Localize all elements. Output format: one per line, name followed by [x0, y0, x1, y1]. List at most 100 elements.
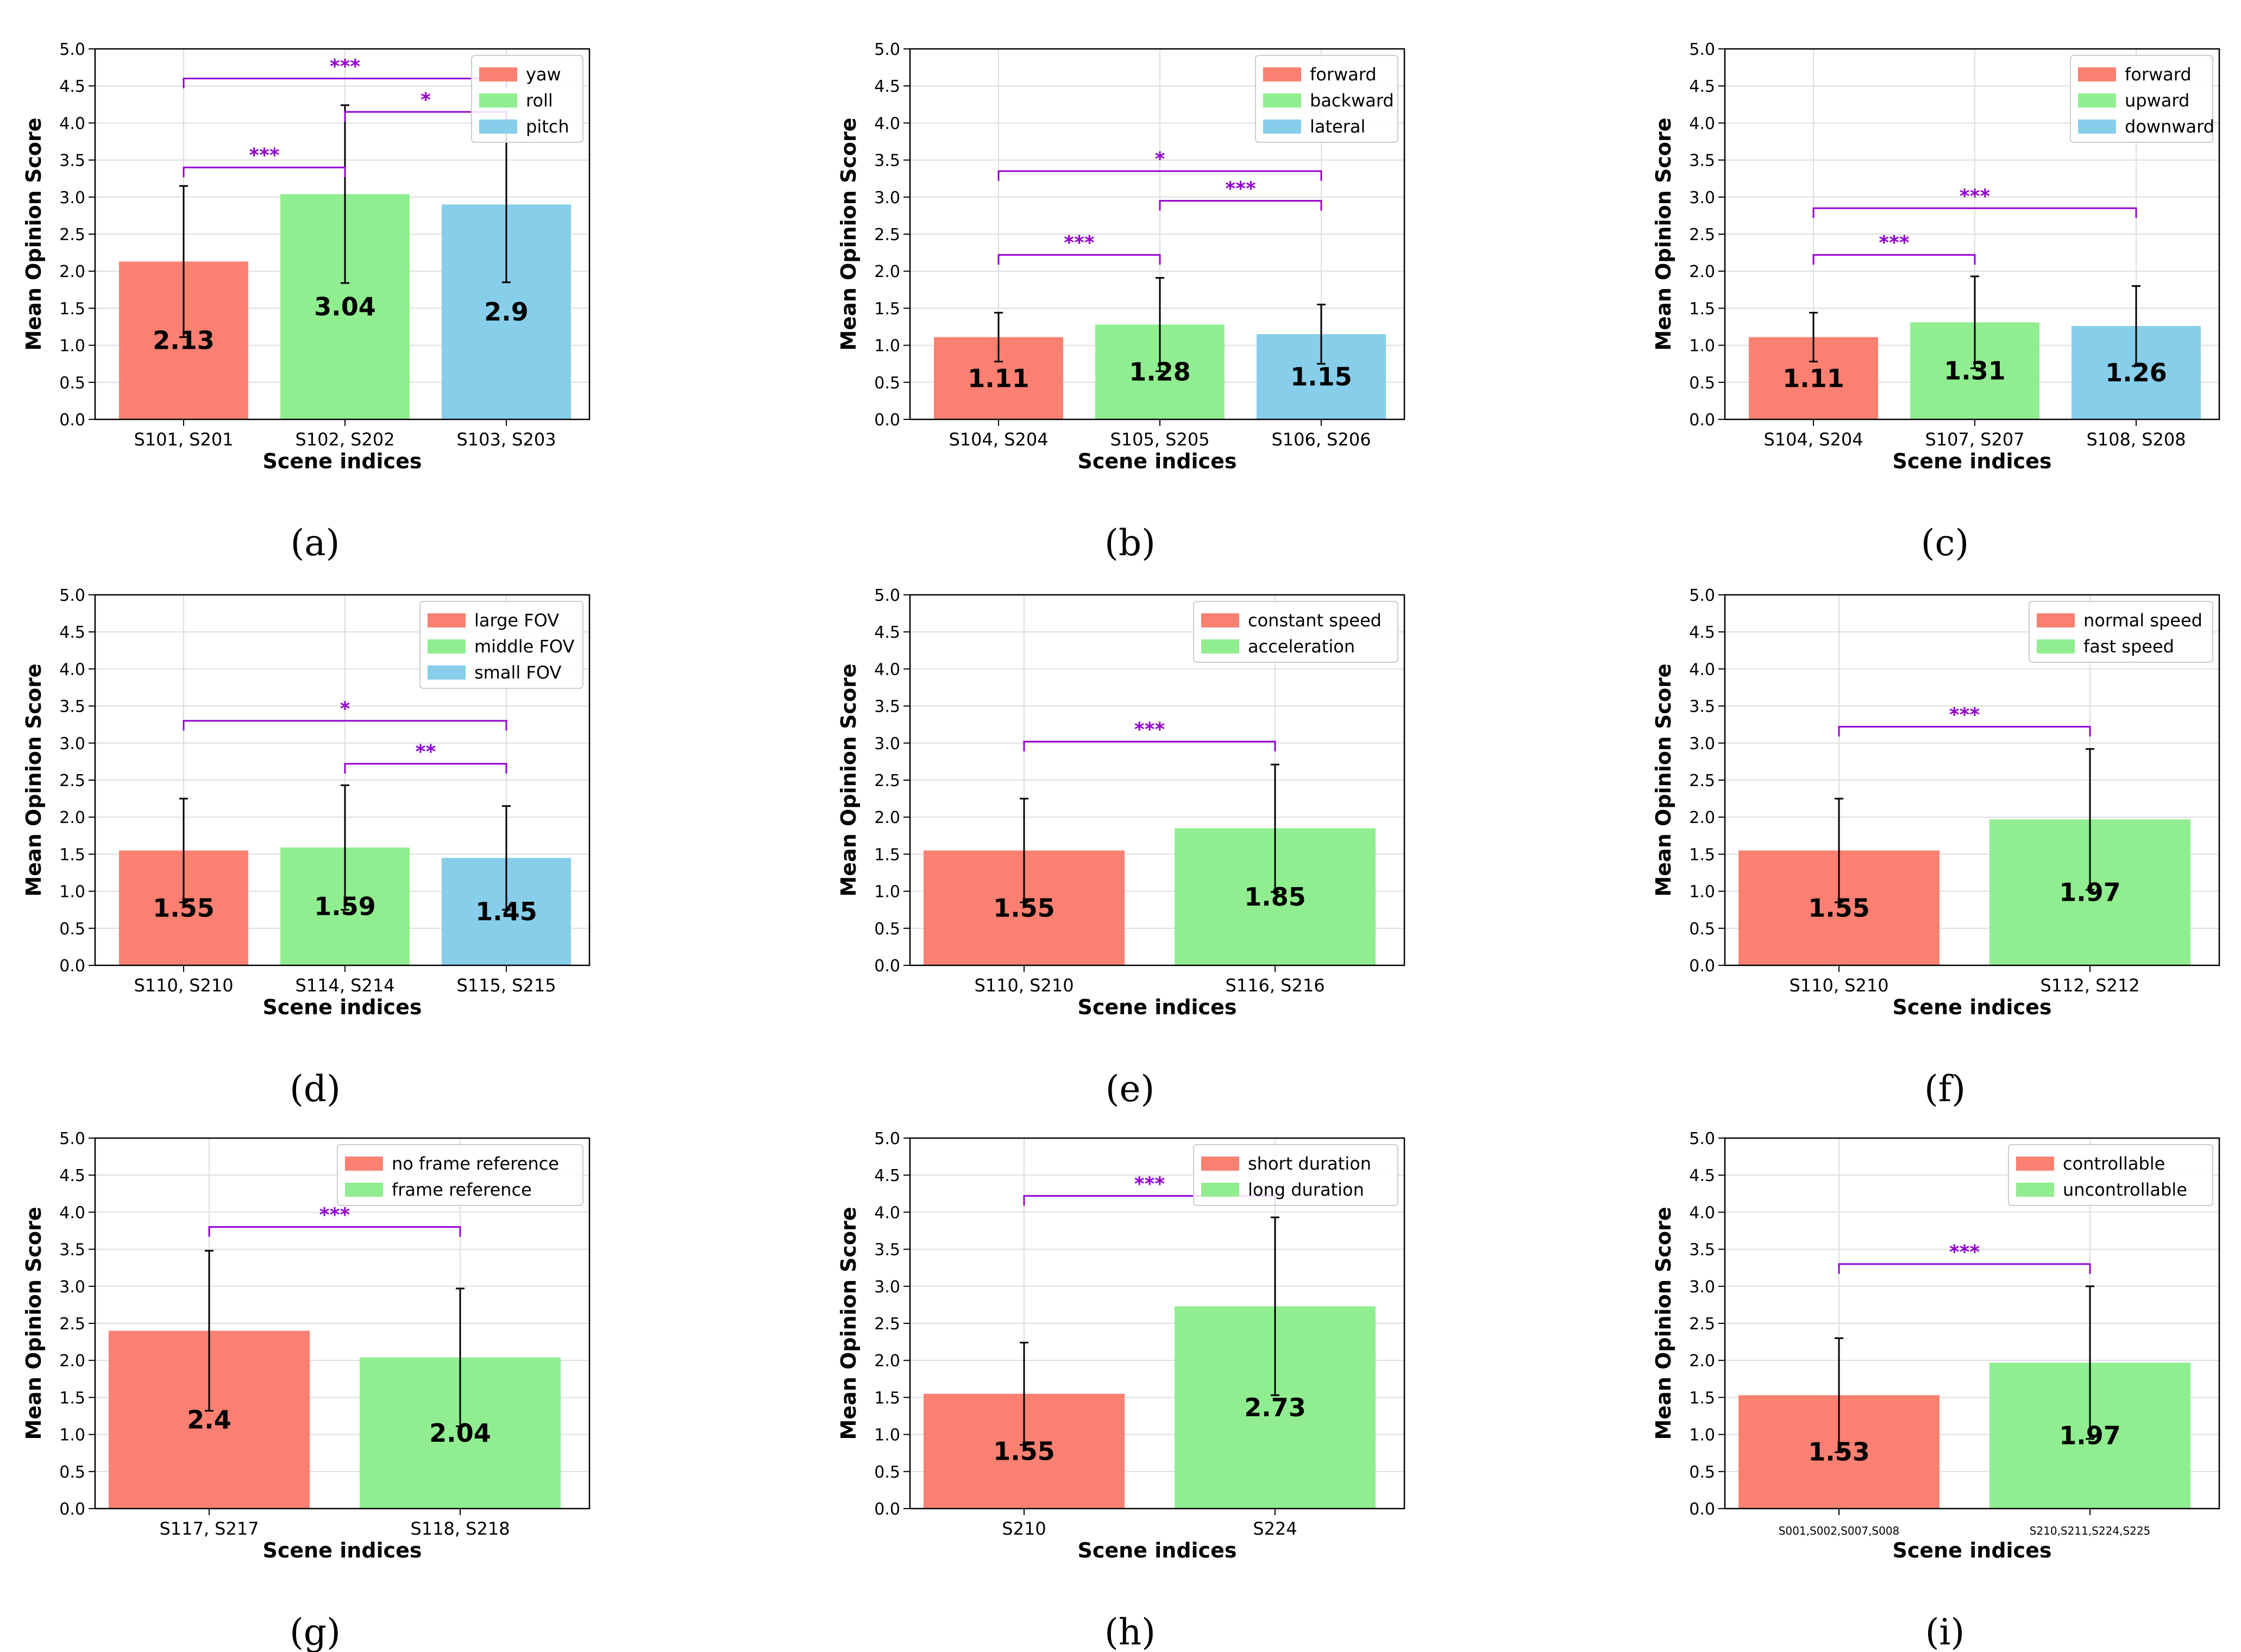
legend-swatch [2037, 613, 2075, 627]
y-tick-label: 4.5 [59, 1166, 85, 1185]
y-tick-label: 0.5 [874, 1463, 900, 1482]
x-tick-label: S210 [1002, 1518, 1046, 1539]
y-tick-label: 4.0 [1689, 660, 1715, 679]
x-tick-label: S117, S217 [159, 1518, 259, 1539]
y-tick-label: 2.5 [874, 1315, 900, 1334]
y-tick-label: 4.5 [1689, 77, 1715, 96]
legend-box [1193, 1144, 1398, 1206]
x-tick-label: S210,S211,S224,S225 [2030, 1524, 2151, 1537]
panel-caption: (c) [1921, 522, 1969, 564]
legend-label: uncontrollable [2063, 1179, 2187, 1200]
y-tick-label: 0.5 [1689, 920, 1715, 939]
value-label: 1.55 [153, 893, 215, 922]
legend: no frame reference frame reference [337, 1144, 583, 1206]
x-tick-label: S101, S201 [134, 429, 233, 450]
value-label: 1.85 [1244, 882, 1306, 912]
y-axis-label: Mean Opinion Score [1652, 1207, 1675, 1440]
value-label: 1.97 [2059, 878, 2121, 907]
legend-swatch [1263, 93, 1301, 108]
axes-frame [94, 594, 591, 966]
significance-bracket [1159, 200, 1322, 211]
legend: forward upward downward [2070, 55, 2214, 143]
y-tick-label: 5.0 [874, 40, 900, 59]
legend-label: normal speed [2083, 610, 2202, 631]
legend-label: no frame reference [392, 1153, 559, 1174]
panel-caption: (a) [291, 522, 340, 564]
chart-panel-8: 0.0 0.5 1.0 1.5 2.0 2.5 3.0 3.5 4.0 4.5 5.0 1.55 2.7… [837, 1129, 1405, 1652]
x-tick-label: S105, S205 [1110, 429, 1209, 450]
significance-label: *** [1134, 1173, 1165, 1195]
legend-box [337, 1144, 583, 1206]
y-axis-label: Mean Opinion Score [837, 1207, 861, 1440]
y-tick-label: 2.5 [59, 1315, 85, 1334]
x-axis-label: Scene indices [1893, 449, 2052, 473]
legend-swatch [2016, 1157, 2054, 1171]
y-tick-label: 1.5 [59, 1389, 85, 1408]
legend-label: forward [1310, 64, 1377, 85]
y-tick-label: 0.5 [59, 920, 85, 939]
y-tick-label: 5.0 [874, 586, 900, 605]
x-tick-label: S115, S215 [456, 975, 556, 996]
y-tick-label: 1.0 [874, 1426, 900, 1445]
y-tick-label: 5.0 [59, 40, 85, 59]
y-tick-label: 4.0 [874, 114, 900, 133]
legend-swatch [1201, 1183, 1239, 1197]
y-tick-label: 0.5 [59, 374, 85, 393]
x-axis-label: Scene indices [263, 1538, 422, 1562]
value-label: 1.26 [2105, 358, 2167, 387]
y-tick-label: 3.0 [59, 189, 85, 208]
y-tick-label: 5.0 [1689, 40, 1715, 59]
significance-label: *** [1134, 719, 1165, 741]
y-tick-label: 1.0 [59, 883, 85, 902]
y-tick-label: 2.5 [874, 225, 900, 244]
legend-label: yaw [526, 64, 561, 85]
significance-label: *** [1064, 232, 1095, 254]
x-axis-label: Scene indices [1893, 995, 2052, 1019]
x-tick-label: S110, S210 [974, 975, 1074, 996]
value-label: 2.4 [187, 1405, 231, 1434]
axes-frame [1724, 1137, 2220, 1510]
y-tick-label: 1.5 [1689, 1389, 1715, 1408]
value-label: 1.55 [993, 1436, 1055, 1466]
significance-bracket [997, 254, 1161, 265]
y-tick-label: 4.0 [1689, 114, 1715, 133]
y-tick-label: 3.0 [59, 1278, 85, 1297]
y-tick-label: 0.5 [1689, 1463, 1715, 1482]
legend-label: short duration [1248, 1153, 1371, 1174]
y-tick-label: 0.0 [59, 411, 85, 430]
y-tick-label: 0.0 [59, 1500, 85, 1519]
y-tick-label: 4.0 [874, 1203, 900, 1222]
legend-label: downward [2125, 116, 2214, 137]
significance-bracket [1812, 207, 2137, 218]
legend-label: small FOV [474, 662, 561, 683]
value-label: 1.11 [968, 363, 1030, 393]
y-tick-label: 3.5 [59, 698, 85, 717]
legend-swatch [1201, 613, 1239, 627]
y-tick-label: 3.5 [874, 1241, 900, 1260]
chart-panel-9: 0.0 0.5 1.0 1.5 2.0 2.5 3.0 3.5 4.0 4.5 5.0 1.53 1.9… [1652, 1129, 2220, 1652]
y-tick-label: 4.5 [1689, 623, 1715, 642]
significance-bracket [1838, 1263, 2091, 1274]
significance-label: *** [1225, 178, 1256, 200]
axes-frame [1724, 48, 2220, 420]
legend-swatch [345, 1183, 383, 1197]
significance-label: *** [1879, 232, 1910, 254]
significance-bracket [344, 763, 507, 774]
y-axis-label: Mean Opinion Score [1652, 663, 1675, 896]
value-label: 1.45 [475, 897, 537, 926]
panel-caption: (g) [290, 1611, 341, 1652]
legend: controllable uncontrollable [2008, 1144, 2213, 1206]
significance-bracket [1812, 254, 1976, 265]
panel-caption: (h) [1104, 1611, 1156, 1652]
legend-swatch [2016, 1183, 2054, 1197]
panel-caption: (b) [1104, 522, 1156, 564]
y-tick-label: 3.0 [1689, 189, 1715, 208]
y-tick-label: 4.5 [874, 623, 900, 642]
x-tick-label: S110, S210 [134, 975, 233, 996]
legend-label: acceleration [1248, 636, 1355, 657]
y-tick-label: 4.5 [874, 77, 900, 96]
y-tick-label: 2.5 [59, 225, 85, 244]
legend: large FOV middle FOV small FOV [419, 601, 583, 689]
legend-label: frame reference [392, 1179, 532, 1200]
legend-box [2008, 1144, 2213, 1206]
